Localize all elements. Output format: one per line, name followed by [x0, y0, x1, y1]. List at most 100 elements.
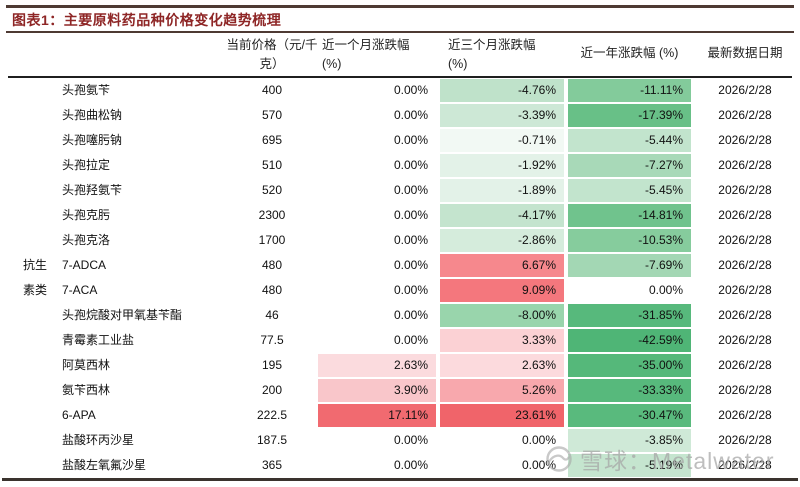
1y-change-cell: -7.69% [568, 254, 691, 277]
3m-change-cell: 23.61% [440, 404, 564, 427]
header-line: (%) [322, 57, 342, 71]
current-price-cell: 200 [261, 383, 283, 397]
3m-change-cell: 0.00% [521, 433, 556, 447]
table-row: 头孢噻肟钠 695 0.00% -0.71% -5.44% 2026/2/28 [0, 128, 800, 153]
1y-change-cell: -17.39% [568, 104, 691, 127]
current-price-cell: 187.5 [256, 433, 288, 447]
row-group-label-antibiotics: 抗生 素类 [22, 258, 47, 297]
latest-date-cell: 2026/2/28 [718, 458, 772, 472]
drug-name-cell: 阿莫西林 [62, 358, 111, 372]
1m-change-cell: 0.00% [393, 208, 428, 222]
bottom-border-line [2, 478, 798, 481]
1y-change-cell: -11.11% [568, 79, 691, 102]
column-header-3m-change: 近三个月涨跌幅 (%) [448, 36, 560, 74]
column-header-1y-change: 近一年涨跌幅 (%) [568, 44, 691, 63]
latest-date-cell: 2026/2/28 [718, 258, 772, 272]
latest-date-cell: 2026/2/28 [718, 83, 772, 97]
drug-name-cell: 头孢噻肟钠 [62, 133, 123, 147]
table-row: 头孢克洛 1700 0.00% -2.86% -10.53% 2026/2/28 [0, 228, 800, 253]
column-header-current-price: 当前价格（元/千 克） [218, 36, 326, 74]
1m-change-cell: 0.00% [393, 458, 428, 472]
table-row: 氨苄西林 200 3.90% 5.26% -33.33% 2026/2/28 [0, 378, 800, 403]
latest-date-cell: 2026/2/28 [718, 333, 772, 347]
current-price-cell: 520 [261, 183, 283, 197]
header-line: 最新数据日期 [707, 46, 783, 60]
drug-name-cell: 头孢氨苄 [62, 83, 111, 97]
3m-change-cell: -1.89% [440, 179, 564, 202]
latest-date-cell: 2026/2/28 [718, 233, 772, 247]
current-price-cell: 510 [261, 158, 283, 172]
title-underline [6, 31, 794, 33]
1y-change-cell: -42.59% [568, 329, 691, 352]
latest-date-cell: 2026/2/28 [718, 108, 772, 122]
table-row: 头孢烷酸对甲氧基苄酯 46 0.00% -8.00% -31.85% 2026/… [0, 303, 800, 328]
table-row: 阿莫西林 195 2.63% 2.63% -35.00% 2026/2/28 [0, 353, 800, 378]
1y-change-cell: -30.47% [568, 404, 691, 427]
header-line: (%) [448, 57, 468, 71]
table-row: 盐酸环丙沙星 187.5 0.00% 0.00% -3.85% 2026/2/2… [0, 428, 800, 453]
latest-date-cell: 2026/2/28 [718, 208, 772, 222]
latest-date-cell: 2026/2/28 [718, 308, 772, 322]
1m-change-cell: 0.00% [393, 83, 428, 97]
drug-name-cell: 头孢拉定 [62, 158, 111, 172]
drug-name-cell: 氨苄西林 [62, 383, 111, 397]
1m-change-cell: 0.00% [393, 108, 428, 122]
current-price-cell: 480 [261, 258, 283, 272]
3m-change-cell: -1.92% [440, 154, 564, 177]
1y-change-cell: -5.45% [568, 179, 691, 202]
current-price-cell: 222.5 [256, 408, 288, 422]
1m-change-cell: 0.00% [393, 158, 428, 172]
3m-change-cell: 6.67% [440, 254, 564, 277]
3m-change-cell: 5.26% [440, 379, 564, 402]
3m-change-cell: 3.33% [440, 329, 564, 352]
latest-date-cell: 2026/2/28 [718, 383, 772, 397]
snowball-icon [546, 446, 572, 472]
current-price-cell: 480 [261, 283, 283, 297]
3m-change-cell: -4.17% [440, 204, 564, 227]
header-line: 近一年涨跌幅 (%) [580, 46, 679, 60]
table-title: 图表1：主要原料药品种价格变化趋势梳理 [12, 12, 282, 28]
1y-change-cell: 0.00% [648, 283, 683, 297]
column-header-1m-change: 近一个月涨跌幅 (%) [322, 36, 434, 74]
top-border-line [6, 5, 794, 8]
table-row: 6-APA 222.5 17.11% 23.61% -30.47% 2026/2… [0, 403, 800, 428]
1y-change-cell: -5.19% [568, 454, 691, 477]
1m-change-cell: 17.11% [318, 404, 436, 427]
table-row: 7-ACA 480 0.00% 9.09% 0.00% 2026/2/28 [0, 278, 800, 303]
current-price-cell: 695 [261, 133, 283, 147]
1m-change-cell: 3.90% [318, 379, 436, 402]
drug-name-cell: 头孢克肟 [62, 208, 111, 222]
1m-change-cell: 0.00% [393, 433, 428, 447]
3m-change-cell: -8.00% [440, 304, 564, 327]
latest-date-cell: 2026/2/28 [718, 158, 772, 172]
drug-name-cell: 头孢曲松钠 [62, 108, 123, 122]
header-line: 近三个月涨跌幅 [448, 38, 536, 52]
1y-change-cell: -31.85% [568, 304, 691, 327]
1m-change-cell: 0.00% [393, 283, 428, 297]
table-row: 头孢羟氨苄 520 0.00% -1.89% -5.45% 2026/2/28 [0, 178, 800, 203]
3m-change-cell: -2.86% [440, 229, 564, 252]
1y-change-cell: -33.33% [568, 379, 691, 402]
watermark-text: 雪球：Metalwater [580, 448, 775, 474]
3m-change-cell: -3.39% [440, 104, 564, 127]
current-price-cell: 77.5 [260, 333, 284, 347]
1y-change-cell: -3.85% [568, 429, 691, 452]
table-row: 盐酸左氧氟沙星 365 0.00% 0.00% -5.19% 2026/2/28 [0, 453, 800, 478]
drug-name-cell: 头孢烷酸对甲氧基苄酯 [62, 308, 183, 322]
current-price-cell: 195 [261, 358, 283, 372]
header-underline [8, 76, 792, 78]
column-header-latest-date: 最新数据日期 [695, 44, 795, 63]
table-row: 头孢曲松钠 570 0.00% -3.39% -17.39% 2026/2/28 [0, 103, 800, 128]
table-body: 头孢氨苄 400 0.00% -4.76% -11.11% 2026/2/28 … [0, 78, 800, 478]
1m-change-cell: 0.00% [393, 233, 428, 247]
latest-date-cell: 2026/2/28 [718, 183, 772, 197]
1y-change-cell: -35.00% [568, 354, 691, 377]
current-price-cell: 1700 [258, 233, 286, 247]
drug-name-cell: 头孢羟氨苄 [62, 183, 123, 197]
drug-name-cell: 6-APA [62, 408, 96, 422]
latest-date-cell: 2026/2/28 [718, 408, 772, 422]
current-price-cell: 570 [261, 108, 283, 122]
table-row: 青霉素工业盐 77.5 0.00% 3.33% -42.59% 2026/2/2… [0, 328, 800, 353]
latest-date-cell: 2026/2/28 [718, 283, 772, 297]
